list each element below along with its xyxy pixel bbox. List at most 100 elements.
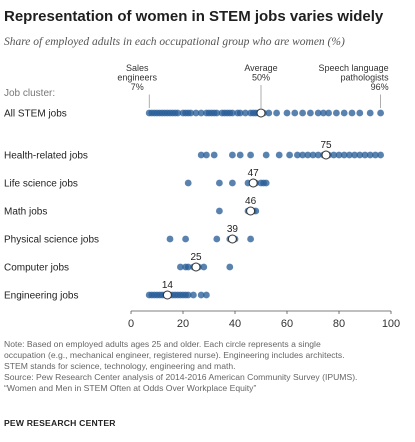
row-label: Math jobs: [4, 207, 47, 218]
row-label: All STEM jobs: [4, 109, 67, 120]
occupation-dot: [320, 109, 327, 117]
occupation-dot: [216, 179, 223, 187]
occupation-dot: [335, 151, 343, 159]
row-label: Physical science jobs: [4, 235, 99, 246]
occupation-dot: [346, 151, 353, 159]
occupation-dot: [307, 109, 314, 117]
occupation-dot: [299, 109, 306, 117]
chart-subtitle: Share of employed adults in each occupat…: [4, 36, 345, 48]
occupation-dot: [184, 179, 192, 187]
occupation-dot: [262, 179, 270, 187]
occupation-dot: [203, 151, 210, 159]
occupation-dot: [182, 235, 190, 243]
occupation-dot: [291, 109, 299, 117]
average-marker: [321, 150, 331, 160]
occupation-dot: [236, 151, 244, 159]
occupation-dot: [192, 109, 200, 117]
occupation-dot: [294, 151, 301, 159]
occupation-dot: [197, 151, 205, 159]
annotation-label: engineers: [117, 73, 157, 83]
note-line: Note: Based on employed adults ages 25 a…: [4, 339, 321, 349]
occupation-dot: [304, 151, 312, 159]
occupation-dot: [190, 291, 197, 299]
x-tick-label: 100: [382, 318, 400, 330]
chart-title: Representation of women in STEM jobs var…: [4, 8, 384, 25]
row-label: Health-related jobs: [4, 151, 88, 162]
occupation-dot: [229, 109, 236, 117]
occupation-dot: [377, 109, 384, 117]
average-value-label: 25: [190, 252, 202, 263]
note-line: occupation (e.g., mechanical engineer, r…: [4, 350, 345, 360]
occupation-dot: [177, 263, 184, 271]
average-value-label: 75: [320, 140, 332, 151]
notes-block: Note: Based on employed adults ages 25 a…: [4, 339, 409, 394]
occupation-dot: [314, 109, 322, 117]
occupation-dot: [299, 151, 306, 159]
occupation-dot: [216, 207, 223, 215]
occupation-dot: [213, 235, 221, 243]
occupation-dot: [229, 179, 236, 187]
average-value-label: 39: [227, 224, 239, 235]
annotation-label: 50%: [252, 73, 270, 83]
occupation-dot: [200, 263, 208, 271]
occupation-dot: [226, 263, 234, 271]
average-marker: [246, 206, 256, 216]
average-marker: [162, 290, 172, 300]
occupation-dot: [174, 109, 182, 117]
occupation-dot: [283, 109, 291, 117]
occupation-dot: [325, 109, 332, 117]
note-line: STEM stands for science, technology, eng…: [4, 361, 236, 371]
x-tick-label: 60: [281, 318, 293, 330]
occupation-dot: [377, 151, 384, 159]
occupation-dot: [184, 291, 192, 299]
occupation-dot: [242, 109, 249, 117]
occupation-dot: [340, 109, 348, 117]
row-label: Computer jobs: [4, 263, 69, 274]
average-value-label: 46: [245, 196, 257, 207]
occupation-dot: [351, 151, 358, 159]
occupation-dot: [333, 109, 340, 117]
average-marker: [227, 234, 237, 244]
occupation-dot: [340, 151, 348, 159]
occupation-dot: [166, 235, 174, 243]
occupation-dot: [330, 151, 338, 159]
occupation-dot: [210, 151, 218, 159]
occupation-dot: [197, 291, 205, 299]
x-tick-label: 80: [333, 318, 345, 330]
occupation-dot: [273, 109, 280, 117]
occupation-dot: [229, 151, 236, 159]
average-marker: [191, 262, 201, 272]
occupation-dot: [348, 109, 356, 117]
occupation-dot: [203, 291, 210, 299]
annotation-label: 7%: [131, 82, 144, 92]
occupation-dot: [265, 109, 273, 117]
occupation-dot: [184, 263, 192, 271]
x-tick-label: 20: [177, 318, 189, 330]
x-tick-label: 0: [128, 318, 134, 330]
occupation-dot: [187, 109, 195, 117]
source-line: Source: Pew Research Center analysis of …: [4, 372, 358, 382]
average-marker: [248, 178, 258, 188]
annotation-label: pathologists: [341, 73, 390, 83]
occupation-dot: [247, 151, 255, 159]
occupation-dot: [262, 151, 270, 159]
occupation-dot: [309, 151, 317, 159]
brand-label: PEW RESEARCH CENTER: [4, 418, 116, 428]
row-label: Life science jobs: [4, 179, 78, 190]
annotation-label: 96%: [371, 82, 389, 92]
cluster-header: Job cluster:: [4, 88, 55, 99]
occupation-dot: [314, 151, 322, 159]
occupation-dot: [236, 109, 244, 117]
occupation-dot: [247, 235, 255, 243]
occupation-dot: [275, 151, 283, 159]
occupation-dot: [366, 109, 374, 117]
average-value-label: 47: [248, 168, 260, 179]
occupation-dot: [213, 109, 221, 117]
source-line: “Women and Men in STEM Often at Odds Ove…: [4, 383, 257, 393]
occupation-dot: [286, 151, 293, 159]
occupation-dot: [372, 151, 379, 159]
occupation-dot: [356, 151, 364, 159]
occupation-dot: [361, 151, 369, 159]
occupation-dot: [356, 109, 364, 117]
